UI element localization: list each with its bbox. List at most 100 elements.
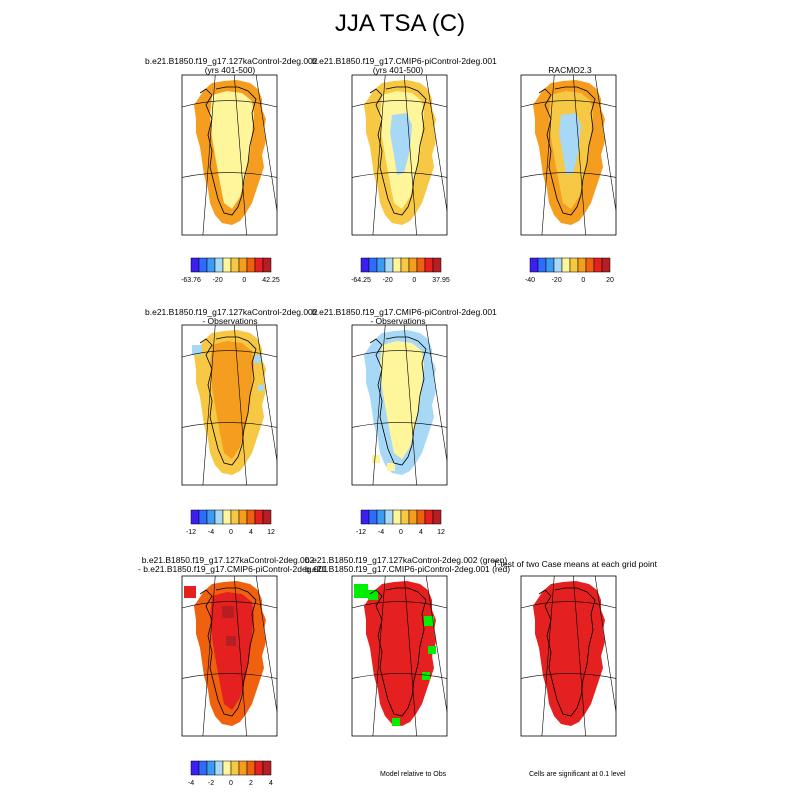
panel-7-note: Model relative to Obs [380, 771, 447, 778]
grid-cell [368, 590, 378, 600]
panel-7-title-line1: b.e21.B1850.f19_g17.127kaControl-2deg.00… [305, 555, 508, 565]
panel-8-title-line1: T-test of two Case means at each grid po… [493, 559, 657, 569]
map-panel-1 [181, 74, 278, 236]
colorbar-box [222, 257, 232, 273]
colorbar-box [408, 257, 418, 273]
map-frame [351, 575, 448, 737]
longitude-line [541, 575, 555, 737]
panel-5-title: b.e21.B1850.f19_g17.CMIP6-piControl-2deg… [312, 307, 497, 326]
colorbar-box [529, 257, 539, 273]
panel-2-title: b.e21.B1850.f19_g17.CMIP6-piControl-2deg… [312, 56, 497, 75]
colorbar-panel-5: -12 -4 0 4 12 [356, 509, 445, 536]
colorbar-label: 4 [249, 529, 253, 536]
grid-cell [254, 355, 262, 363]
colorbar-box [368, 257, 378, 273]
longitude-line [255, 74, 278, 212]
grid-cell [184, 586, 196, 598]
colorbar-box [561, 257, 571, 273]
panel-7-title: b.e21.B1850.f19_g17.127kaControl-2deg.00… [305, 555, 510, 574]
colorbar-box [230, 257, 240, 273]
panel-6-title-line1: b.e21.B1850.f19_g17.127kaControl-2deg.00… [141, 555, 315, 565]
latitude-line [181, 673, 278, 679]
colorbar-box [545, 257, 555, 273]
interior-region [210, 592, 254, 710]
colorbar-box [400, 257, 410, 273]
colorbar-label: -40 [525, 277, 535, 284]
colorbar-box [198, 760, 208, 776]
colorbar-box [384, 509, 394, 525]
colorbar-label: -63.76 [181, 277, 201, 284]
colorbar-label: 0 [399, 529, 403, 536]
longitude-line [425, 324, 448, 462]
map-panel-4 [181, 324, 278, 486]
map-frame [520, 74, 617, 236]
map-frame [351, 324, 448, 486]
colorbar-label: -20 [552, 277, 562, 284]
colorbar-label: -12 [186, 529, 196, 536]
longitude-line [233, 324, 247, 486]
colorbar-box [368, 509, 378, 525]
colorbar-label: 20 [606, 277, 614, 284]
colorbar-box [214, 509, 224, 525]
grid-cell [422, 672, 430, 680]
panel-8-title: T-test of two Case means at each grid po… [490, 560, 660, 569]
longitude-line [233, 575, 247, 737]
colorbar-panel-4: -12 -4 0 4 12 [186, 509, 275, 536]
latitude-line [351, 422, 448, 428]
colorbar-box [222, 760, 232, 776]
map-frame [181, 324, 278, 486]
grid-cell [428, 646, 436, 654]
panel-2-title-line1: b.e21.B1850.f19_g17.CMIP6-piControl-2deg… [312, 56, 497, 66]
colorbar-box [190, 257, 200, 273]
colorbar-box [416, 257, 426, 273]
latitude-line [520, 673, 617, 679]
map-frame [181, 74, 278, 236]
latitude-line [351, 100, 448, 108]
interior-region [210, 341, 254, 459]
colorbar-box [214, 257, 224, 273]
panel-4-title: b.e21.B1850.f19_g17.127kaControl-2deg.00… [145, 308, 318, 326]
colorbar-label: 12 [437, 529, 445, 536]
colorbar-label: -64.25 [351, 277, 371, 284]
longitude-line [425, 74, 448, 212]
map-panel-8 [520, 575, 617, 737]
colorbar-box [222, 509, 232, 525]
colorbar-box [214, 760, 224, 776]
colorbar-box [569, 257, 579, 273]
colorbar-box [577, 257, 587, 273]
map-frame [351, 74, 448, 236]
longitude-line [594, 74, 617, 212]
panel-4-title-line2: - Observations [202, 316, 258, 326]
longitude-line [255, 324, 278, 462]
colorbar-box [400, 509, 410, 525]
longitude-line [572, 74, 586, 236]
coastline [199, 336, 257, 466]
colorbar-box [246, 257, 256, 273]
panel-3-title: RACMO2.3 [520, 66, 620, 75]
longitude-line [403, 324, 417, 486]
colorbar-box [432, 257, 442, 273]
panel-8-note: Cells are significant at 0.1 level [529, 771, 626, 778]
coastline [538, 587, 596, 717]
longitude-line [425, 575, 448, 713]
latitude-line [351, 350, 448, 358]
coastline [538, 86, 596, 216]
colorbar-box [206, 257, 216, 273]
longitude-line [202, 575, 216, 737]
map-panel-6 [181, 575, 278, 737]
colorbar-box [190, 509, 200, 525]
colorbar-box [408, 509, 418, 525]
panel-5-title-line1: b.e21.B1850.f19_g17.CMIP6-piControl-2deg… [312, 307, 497, 317]
coastline [199, 587, 257, 717]
interior-region [380, 341, 424, 459]
colorbar-label: 0 [229, 780, 233, 787]
colorbar-box [537, 257, 547, 273]
map-panel-7 [351, 575, 448, 737]
colorbar-label: 0 [229, 529, 233, 536]
coastline [369, 336, 427, 466]
colorbar-box [246, 509, 256, 525]
colorbar-label: -4 [208, 529, 214, 536]
longitude-line [403, 575, 417, 737]
colorbar-box [246, 760, 256, 776]
latitude-line [520, 172, 617, 178]
